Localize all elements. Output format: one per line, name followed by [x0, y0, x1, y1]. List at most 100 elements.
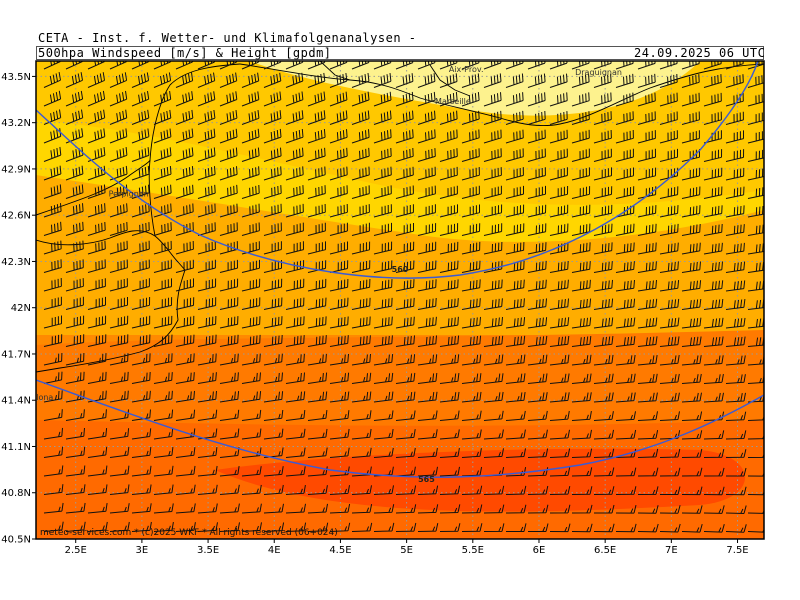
- wind-barb: [593, 411, 614, 421]
- wind-barb: [263, 222, 282, 236]
- x-tick-label: 4E: [268, 545, 281, 556]
- wind-barb: [109, 334, 129, 347]
- wind-barb: [219, 372, 239, 384]
- x-tick-label: 6E: [533, 545, 546, 556]
- wind-barb: [395, 504, 417, 514]
- wind-barb: [593, 298, 614, 310]
- wind-barb: [197, 109, 216, 125]
- wind-barb: [87, 61, 105, 70]
- wind-barb: [153, 184, 172, 199]
- wind-barb: [65, 259, 84, 273]
- wind-barb: [153, 240, 172, 255]
- wind-barb: [615, 73, 634, 88]
- wind-barb: [505, 167, 524, 181]
- wind-barb: [43, 146, 62, 162]
- wind-barb: [197, 522, 218, 532]
- wind-barb: [65, 203, 84, 218]
- wind-barb: [439, 354, 460, 366]
- wind-barb: [131, 334, 151, 347]
- wind-barb: [505, 92, 524, 107]
- wind-barb: [571, 148, 590, 162]
- wind-barb: [681, 411, 703, 421]
- wind-barb: [65, 221, 84, 236]
- wind-barb: [615, 167, 634, 181]
- wind-barb: [417, 391, 438, 403]
- wind-barb: [527, 223, 547, 236]
- wind-barb: [483, 279, 503, 292]
- wind-barb: [703, 486, 725, 496]
- wind-barb: [219, 147, 238, 162]
- wind-barb: [483, 148, 502, 162]
- wind-barb: [153, 315, 173, 329]
- wind-barb: [747, 187, 764, 199]
- wind-barb: [395, 241, 415, 255]
- wind-barb: [659, 73, 678, 88]
- wind-barb: [703, 524, 725, 533]
- wind-barb: [219, 72, 238, 88]
- wind-barb: [703, 448, 725, 458]
- wind-barb: [131, 465, 152, 477]
- wind-barb: [395, 485, 417, 495]
- wind-barb: [65, 296, 84, 310]
- wind-barb: [483, 241, 503, 255]
- wind-barb: [153, 353, 173, 366]
- x-tick-label: 7E: [665, 545, 678, 556]
- wind-barb: [660, 486, 681, 495]
- wind-barb: [153, 447, 174, 458]
- wind-barb: [417, 166, 436, 181]
- wind-barb: [637, 336, 658, 347]
- wind-barb: [461, 335, 482, 347]
- wind-barb: [373, 241, 393, 255]
- wind-barb: [307, 447, 328, 458]
- wind-barb: [637, 523, 659, 533]
- wind-barb: [109, 315, 129, 329]
- subtitle-frame: [36, 46, 764, 60]
- wind-barb: [329, 353, 349, 366]
- wind-barb: [263, 334, 283, 347]
- copyright-notice: meteo-services.com * (c)2025 WKF * All r…: [40, 528, 338, 538]
- wind-barb: [197, 465, 218, 477]
- wind-barb: [197, 128, 216, 144]
- wind-barb: [43, 61, 61, 70]
- wind-barb: [659, 148, 678, 162]
- wind-barb: [439, 298, 459, 310]
- y-tick-label: 43.2N: [1, 118, 31, 129]
- wind-barb: [439, 279, 459, 292]
- wind-barb: [87, 334, 107, 347]
- wind-barb: [483, 523, 505, 532]
- wind-barb: [373, 185, 392, 199]
- wind-barb: [637, 167, 657, 181]
- wind-barb: [175, 109, 194, 125]
- wind-barb: [241, 391, 262, 403]
- wind-barb: [439, 91, 458, 107]
- wind-barb: [439, 241, 459, 255]
- wind-barb: [681, 186, 701, 199]
- wind-barb: [505, 354, 526, 366]
- wind-barb: [285, 335, 305, 347]
- wind-barb: [219, 503, 240, 514]
- wind-barb: [373, 316, 393, 329]
- wind-barb: [725, 130, 744, 144]
- wind-barb: [175, 222, 194, 236]
- contour-565: [36, 379, 764, 478]
- wind-barb: [615, 317, 636, 329]
- wind-barb: [263, 278, 283, 292]
- wind-barb: [395, 372, 416, 384]
- wind-barb: [726, 467, 747, 477]
- wind-barb: [87, 296, 106, 310]
- wind-barb: [285, 353, 305, 366]
- wind-barb: [417, 354, 438, 366]
- x-tick-label: 3.5E: [197, 545, 219, 556]
- wind-barb: [87, 221, 106, 236]
- wind-barb: [131, 371, 151, 384]
- wind-barb: [395, 166, 414, 181]
- wind-barb: [307, 391, 328, 403]
- x-tick-label: 5.5E: [462, 545, 484, 556]
- map-frame: [35, 60, 765, 540]
- wind-barb: [197, 166, 216, 181]
- wind-barb: [417, 73, 436, 88]
- wind-barb: [703, 298, 724, 310]
- wind-barb: [725, 186, 745, 199]
- wind-barb: [175, 409, 196, 421]
- wind-barb: [307, 372, 328, 384]
